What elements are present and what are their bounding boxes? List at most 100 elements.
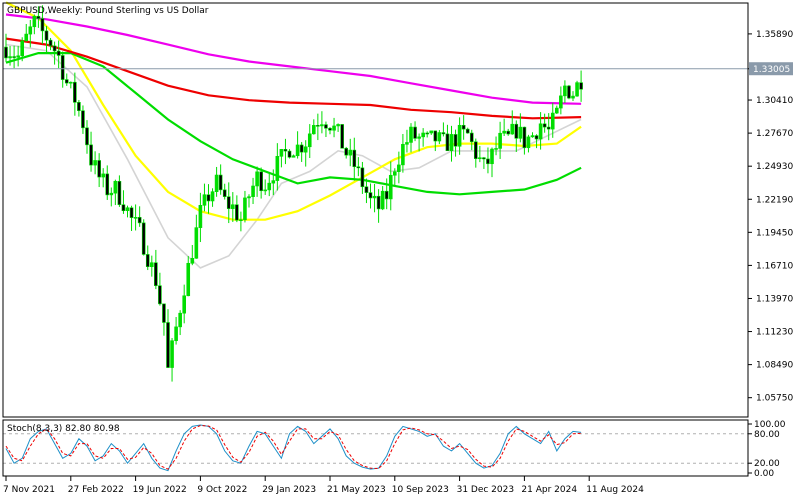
candle-body xyxy=(109,192,114,196)
price-tick-label: 1.16710 xyxy=(756,261,793,271)
candle-body xyxy=(113,180,118,194)
candle-body xyxy=(222,189,227,197)
candle-body xyxy=(482,157,486,160)
time-tick-label: 10 Sep 2023 xyxy=(392,485,449,495)
candle-body xyxy=(554,107,559,114)
candle-body xyxy=(559,95,563,109)
candle-body xyxy=(421,132,425,138)
candle-body xyxy=(73,81,77,103)
candle-body xyxy=(291,155,296,158)
candle-body xyxy=(571,95,575,99)
candle-body xyxy=(356,166,361,169)
candle-body xyxy=(158,285,162,305)
candle-body xyxy=(32,15,37,28)
candle-body xyxy=(449,134,454,152)
candle-body xyxy=(64,79,69,84)
candle-body xyxy=(259,171,263,192)
stochastic-label: Stoch(8,3,3) 82.80 80.98 xyxy=(7,424,120,434)
price-tick-label: 1.24930 xyxy=(756,162,793,172)
candle-body xyxy=(303,146,308,153)
candle-body xyxy=(170,340,174,368)
candle-body xyxy=(360,167,365,188)
candle-body xyxy=(133,217,138,219)
candle-body xyxy=(105,173,110,196)
current-price-badge: 1.33005 xyxy=(749,62,793,76)
candle-body xyxy=(563,85,567,97)
candle-body xyxy=(77,102,81,112)
candle-body xyxy=(190,257,195,264)
price-tick-label: 1.05750 xyxy=(756,394,793,404)
candle-body xyxy=(364,186,369,193)
candle-body xyxy=(320,124,324,127)
time-tick-label: 27 Feb 2022 xyxy=(68,485,124,495)
candle-body xyxy=(81,110,85,129)
candle-body xyxy=(178,312,182,328)
candle-body xyxy=(279,149,284,157)
candle-body xyxy=(409,126,413,143)
time-tick-label: 29 Jan 2023 xyxy=(262,485,316,495)
candle-body xyxy=(542,123,547,128)
candle-body xyxy=(117,180,122,205)
candle-body xyxy=(12,56,16,58)
candle-body xyxy=(425,132,430,135)
candle-body xyxy=(101,173,105,178)
candles-group xyxy=(4,5,583,382)
candle-body xyxy=(344,147,349,156)
candle-body xyxy=(522,126,527,149)
candle-body xyxy=(461,124,466,130)
stochastic-tick-label: 80.00 xyxy=(754,430,780,440)
candle-body xyxy=(48,39,53,47)
time-axis: 7 Nov 2021 27 Feb 2022 19 Jun 2022 9 Oct 20… xyxy=(3,476,644,495)
time-tick-label: 7 Nov 2021 xyxy=(3,485,55,495)
candle-body xyxy=(392,171,397,176)
time-tick-label: 11 Aug 2024 xyxy=(586,485,644,495)
moving-average-line xyxy=(5,52,582,196)
candle-body xyxy=(150,262,154,267)
candle-body xyxy=(388,174,393,200)
candle-body xyxy=(283,149,288,152)
candle-body xyxy=(307,133,312,148)
candle-body xyxy=(546,126,551,130)
price-tick-label: 1.08490 xyxy=(756,361,793,371)
candle-body xyxy=(239,219,243,222)
candle-body xyxy=(16,55,20,58)
candle-body xyxy=(324,124,328,129)
candle-body xyxy=(429,130,434,134)
candle-body xyxy=(93,160,97,166)
candle-body xyxy=(44,30,49,41)
candle-body xyxy=(465,128,470,134)
candle-body xyxy=(121,204,126,212)
price-tick-label: 1.13970 xyxy=(756,294,793,304)
candle-body xyxy=(231,204,235,209)
stochastic-tick-label: 20.00 xyxy=(754,459,780,469)
candle-body xyxy=(417,136,421,139)
moving-averages xyxy=(5,1,582,269)
candle-body xyxy=(311,125,316,135)
candle-body xyxy=(478,157,482,159)
stochastic-frame xyxy=(2,419,749,477)
candle-body xyxy=(166,322,170,368)
candle-body xyxy=(518,126,523,139)
price-tick-label: 1.11230 xyxy=(756,328,793,338)
candle-body xyxy=(575,82,579,97)
candle-body xyxy=(206,194,211,202)
candle-body xyxy=(174,326,178,342)
candle-body xyxy=(397,164,401,173)
candle-body xyxy=(129,207,134,218)
candle-body xyxy=(445,133,450,152)
candle-body xyxy=(226,196,231,209)
candle-body xyxy=(348,149,353,156)
candle-body xyxy=(457,124,462,147)
candle-body xyxy=(52,45,57,52)
candle-body xyxy=(486,158,490,165)
candle-body xyxy=(538,123,543,140)
candle-body xyxy=(255,171,259,187)
main-plot-frame xyxy=(2,2,749,418)
candle-body xyxy=(437,132,442,142)
candle-body xyxy=(194,227,199,259)
price-tick-label: 1.19450 xyxy=(756,228,793,238)
candle-body xyxy=(368,192,373,199)
candle-body xyxy=(202,194,207,206)
candle-body xyxy=(85,127,89,146)
